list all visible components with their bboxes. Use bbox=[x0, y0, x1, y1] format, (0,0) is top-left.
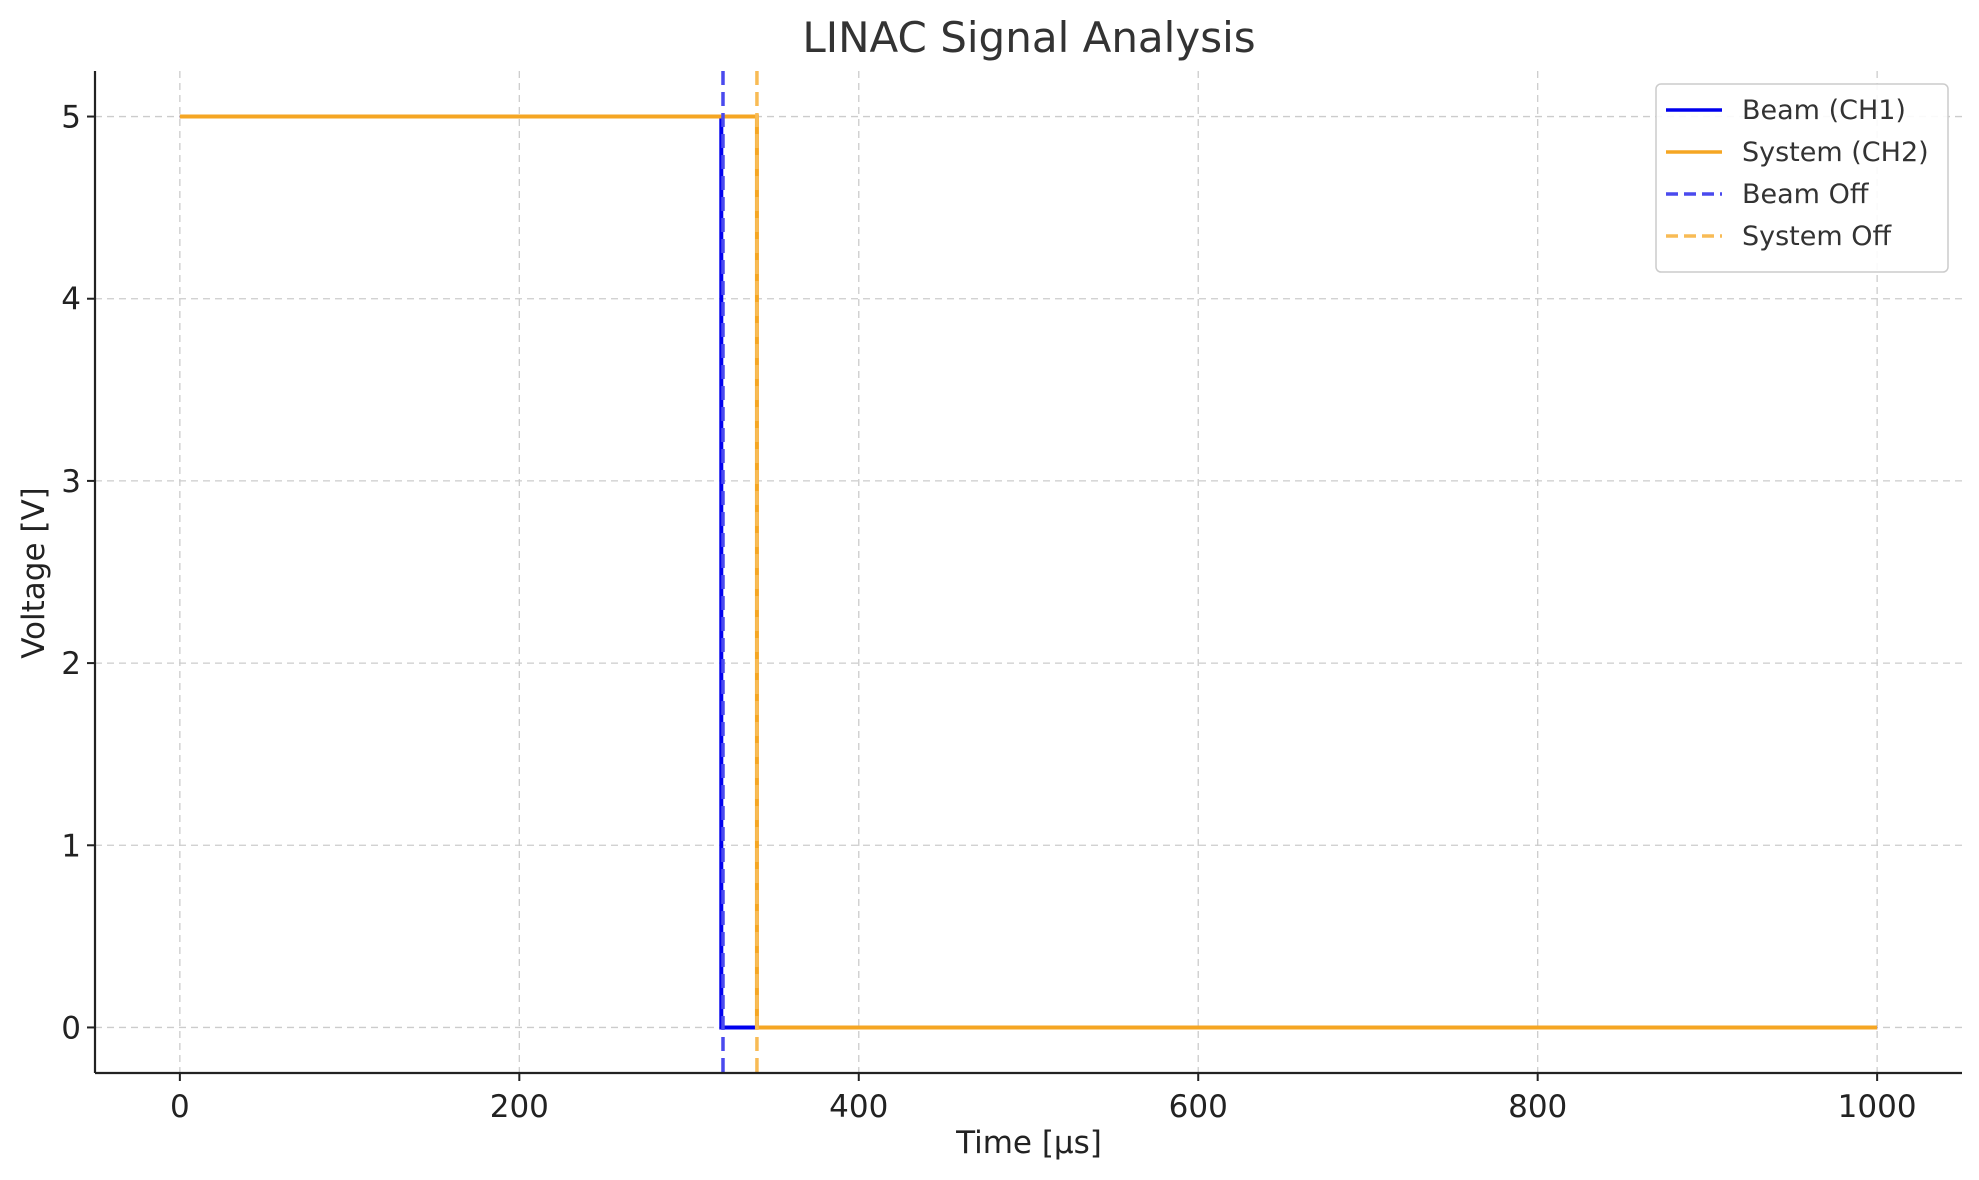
x-axis-label: Time [µs] bbox=[955, 1125, 1102, 1161]
legend-box bbox=[1655, 83, 1949, 273]
y-axis-label: Voltage [V] bbox=[16, 487, 52, 659]
x-tick-label-1: 200 bbox=[490, 1089, 549, 1125]
series-line-2 bbox=[179, 114, 1878, 1030]
plot-area bbox=[179, 71, 1878, 1073]
legend: Beam (CH1) System (CH2) Beam Off System Off bbox=[1655, 83, 1949, 273]
legend-label-4: System Off bbox=[1742, 221, 1893, 252]
legend-label-2: System (CH2) bbox=[1742, 137, 1929, 168]
y-tick-label-0: 0 bbox=[61, 1010, 81, 1046]
y-tick-label-5: 5 bbox=[61, 100, 81, 136]
x-tick-label-5: 1000 bbox=[1838, 1089, 1917, 1125]
axes: 0 200 400 600 800 1000 0 1 2 3 4 5 bbox=[61, 71, 1962, 1125]
legend-label-3: Beam Off bbox=[1742, 179, 1870, 210]
y-tick-label-4: 4 bbox=[61, 282, 81, 318]
chart-title: LINAC Signal Analysis bbox=[802, 13, 1255, 62]
y-tick-label-3: 3 bbox=[61, 464, 81, 500]
y-tick-label-2: 2 bbox=[61, 646, 81, 682]
x-tick-label-4: 800 bbox=[1508, 1089, 1567, 1125]
x-tick-label-0: 0 bbox=[170, 1089, 190, 1125]
x-tick-label-2: 400 bbox=[829, 1089, 888, 1125]
grid bbox=[95, 71, 1962, 1073]
series-line-1 bbox=[179, 114, 1878, 1030]
y-tick-label-1: 1 bbox=[61, 828, 81, 864]
x-tick-label-3: 600 bbox=[1169, 1089, 1228, 1125]
legend-label-1: Beam (CH1) bbox=[1742, 95, 1906, 126]
